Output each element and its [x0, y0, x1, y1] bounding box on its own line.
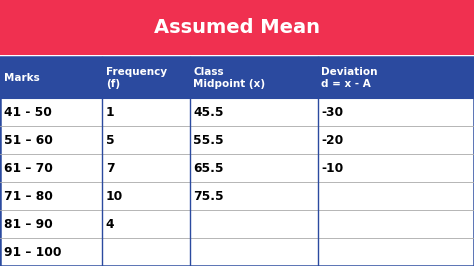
Text: 71 – 80: 71 – 80 — [4, 190, 53, 203]
Text: 1: 1 — [106, 106, 114, 119]
Bar — [0, 57, 474, 98]
Text: 91 – 100: 91 – 100 — [4, 246, 61, 259]
Text: 4: 4 — [106, 218, 114, 231]
Text: 65.5: 65.5 — [193, 162, 224, 175]
Text: 75.5: 75.5 — [193, 190, 224, 203]
Text: 10: 10 — [106, 190, 123, 203]
Text: Deviation
d = x - A: Deviation d = x - A — [321, 67, 378, 89]
Text: 81 – 90: 81 – 90 — [4, 218, 53, 231]
Bar — [0, 126, 474, 154]
Bar — [0, 238, 474, 266]
Text: Frequency
(f): Frequency (f) — [106, 67, 167, 89]
Text: 41 - 50: 41 - 50 — [4, 106, 52, 119]
Text: Class
Midpoint (x): Class Midpoint (x) — [193, 67, 265, 89]
Text: -10: -10 — [321, 162, 344, 175]
Text: 5: 5 — [106, 134, 114, 147]
Text: 61 – 70: 61 – 70 — [4, 162, 53, 175]
Text: -30: -30 — [321, 106, 344, 119]
Text: 7: 7 — [106, 162, 114, 175]
Bar — [0, 0, 474, 55]
Bar — [0, 154, 474, 182]
Bar — [0, 182, 474, 210]
Bar — [0, 57, 474, 266]
Bar — [0, 98, 474, 126]
Bar — [0, 210, 474, 238]
Text: Marks: Marks — [4, 73, 39, 83]
Text: 51 – 60: 51 – 60 — [4, 134, 53, 147]
Text: 55.5: 55.5 — [193, 134, 224, 147]
Text: Assumed Mean: Assumed Mean — [154, 18, 320, 37]
Text: -20: -20 — [321, 134, 344, 147]
Text: 45.5: 45.5 — [193, 106, 224, 119]
